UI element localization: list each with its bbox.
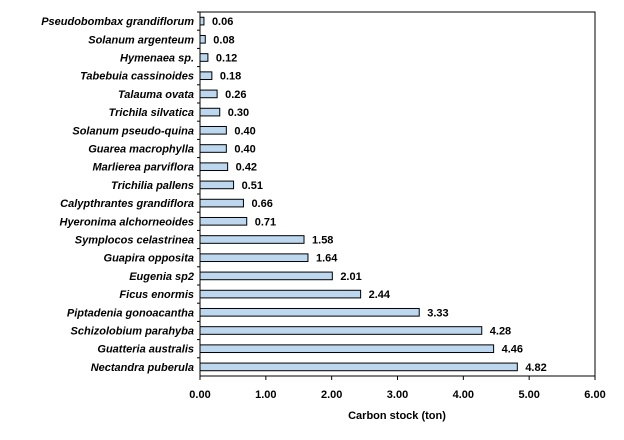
category-label: Marlierea parviflora xyxy=(93,162,195,174)
category-label: Schizolobium parahyba xyxy=(71,326,194,338)
category-label: Guapira opposita xyxy=(104,253,194,265)
value-label: 0.42 xyxy=(236,162,257,174)
bar xyxy=(199,307,420,317)
bar xyxy=(199,180,235,190)
bar xyxy=(199,16,205,26)
x-axis-ticks: 0.00 1.00 2.00 3.00 4.00 5.00 6.00 xyxy=(189,11,606,401)
bar xyxy=(199,162,229,172)
bar xyxy=(199,271,333,281)
value-label: 2.44 xyxy=(369,289,391,301)
x-tick-label: 4.00 xyxy=(453,389,474,401)
category-label: Eugenia sp2 xyxy=(129,271,194,283)
bar xyxy=(199,53,209,62)
value-label: 2.01 xyxy=(340,271,361,283)
x-tick-label: 6.00 xyxy=(584,389,605,401)
bar xyxy=(199,89,218,99)
value-label: 0.08 xyxy=(213,34,234,46)
category-label: Talauma ovata xyxy=(118,89,194,101)
value-label: 0.66 xyxy=(251,198,272,210)
category-label: Trichilia pallens xyxy=(111,180,194,192)
category-label: Calypthrantes grandiflora xyxy=(60,198,194,210)
value-label: 0.06 xyxy=(212,16,233,28)
value-label: 0.26 xyxy=(225,89,246,101)
bar xyxy=(199,34,206,44)
category-labels: Pseudobombax grandiflorum Solanum argente… xyxy=(41,16,194,374)
category-label: Pseudobombax grandiflorum xyxy=(41,16,194,28)
category-label: Ficus enormis xyxy=(119,289,194,301)
value-label: 4.82 xyxy=(525,362,546,374)
value-label: 0.40 xyxy=(234,125,255,137)
bar xyxy=(199,125,227,135)
bar xyxy=(199,107,221,117)
value-label: 1.58 xyxy=(312,235,333,247)
value-label: 0.71 xyxy=(255,216,276,228)
bar xyxy=(199,253,309,263)
value-label: 1.64 xyxy=(316,253,338,265)
x-tick-label: 5.00 xyxy=(518,389,539,401)
category-label: Hymenaea sp. xyxy=(120,53,194,65)
value-label: 3.33 xyxy=(427,307,448,319)
category-label: Tabebuia cassinoides xyxy=(80,71,194,83)
category-label: Guatteria australis xyxy=(97,344,194,356)
x-tick-label: 0.00 xyxy=(189,389,210,401)
bar xyxy=(199,289,362,299)
bar xyxy=(199,216,248,226)
bars-group xyxy=(199,16,518,372)
category-label: Nectandra puberula xyxy=(91,362,194,374)
category-label: Symplocos celastrinea xyxy=(75,235,194,247)
value-label: 4.28 xyxy=(490,326,511,338)
category-label: Trichila silvatica xyxy=(109,107,194,119)
value-label: 0.18 xyxy=(220,71,241,83)
bar xyxy=(199,362,518,372)
category-label: Piptadenia gonoacantha xyxy=(67,307,194,319)
bar xyxy=(199,144,227,153)
category-label: Solanum argenteum xyxy=(88,34,194,46)
bar xyxy=(199,235,305,244)
x-tick-label: 3.00 xyxy=(387,389,408,401)
bar xyxy=(199,326,483,335)
x-tick-label: 1.00 xyxy=(255,389,276,401)
category-label: Solanum pseudo-quina xyxy=(72,125,194,137)
bar xyxy=(199,71,213,81)
value-labels: 0.06 0.08 0.12 0.18 0.26 0.30 0.40 0.40 0.42 0.51… xyxy=(212,16,547,374)
bar xyxy=(199,198,244,208)
value-label: 0.30 xyxy=(228,107,249,119)
value-label: 0.12 xyxy=(216,53,237,65)
x-axis-title: Carbon stock (ton) xyxy=(348,410,446,422)
bar xyxy=(199,344,495,354)
value-label: 4.46 xyxy=(502,344,523,356)
value-label: 0.51 xyxy=(242,180,263,192)
category-label: Hyeronima alchorneoides xyxy=(60,216,195,228)
x-tick-label: 2.00 xyxy=(321,389,342,401)
plot-area xyxy=(199,11,596,377)
category-label: Guarea macrophylla xyxy=(88,144,194,156)
value-label: 0.40 xyxy=(234,144,255,156)
